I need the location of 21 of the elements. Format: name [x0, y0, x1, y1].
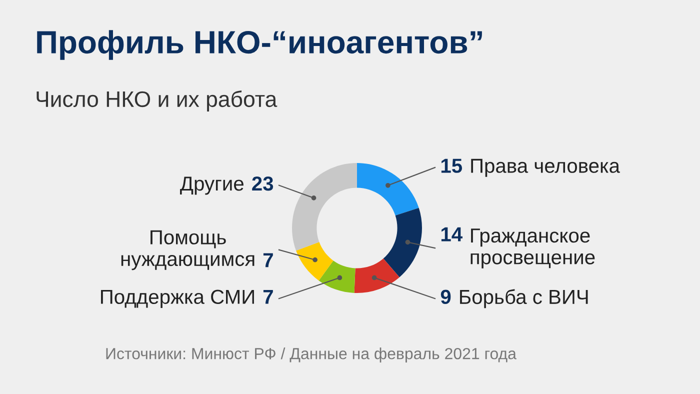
slice-label: Гражданское просвещение — [470, 228, 595, 268]
donut-slice — [357, 163, 419, 216]
slice-label: Другие — [180, 176, 244, 195]
chart-subtitle: Число НКО и их работа — [36, 90, 278, 112]
donut-slice — [383, 208, 422, 278]
donut-slice — [292, 163, 357, 251]
data-label: 7 — [263, 290, 273, 304]
donut-slice — [318, 260, 356, 293]
donut-slice — [354, 258, 400, 293]
data-label: 15 — [441, 158, 462, 173]
data-label: 9 — [440, 290, 451, 304]
data-label: 14 — [441, 227, 462, 242]
slice-label: Помощь нуждающимся — [121, 230, 254, 270]
chart-title: Профиль НКО-“иноагентов” — [37, 30, 482, 60]
slice-label: Права человека — [471, 158, 620, 177]
data-label: 23 — [252, 176, 274, 191]
donut-slice — [296, 242, 334, 281]
text: Источники: Минюст РФ / Данные на февраль 2021 года — [106, 348, 516, 362]
data-label: 7 — [263, 253, 273, 268]
slice-label: Поддержка СМИ — [101, 290, 254, 308]
slice-label: Борьба с ВИЧ — [460, 289, 588, 308]
